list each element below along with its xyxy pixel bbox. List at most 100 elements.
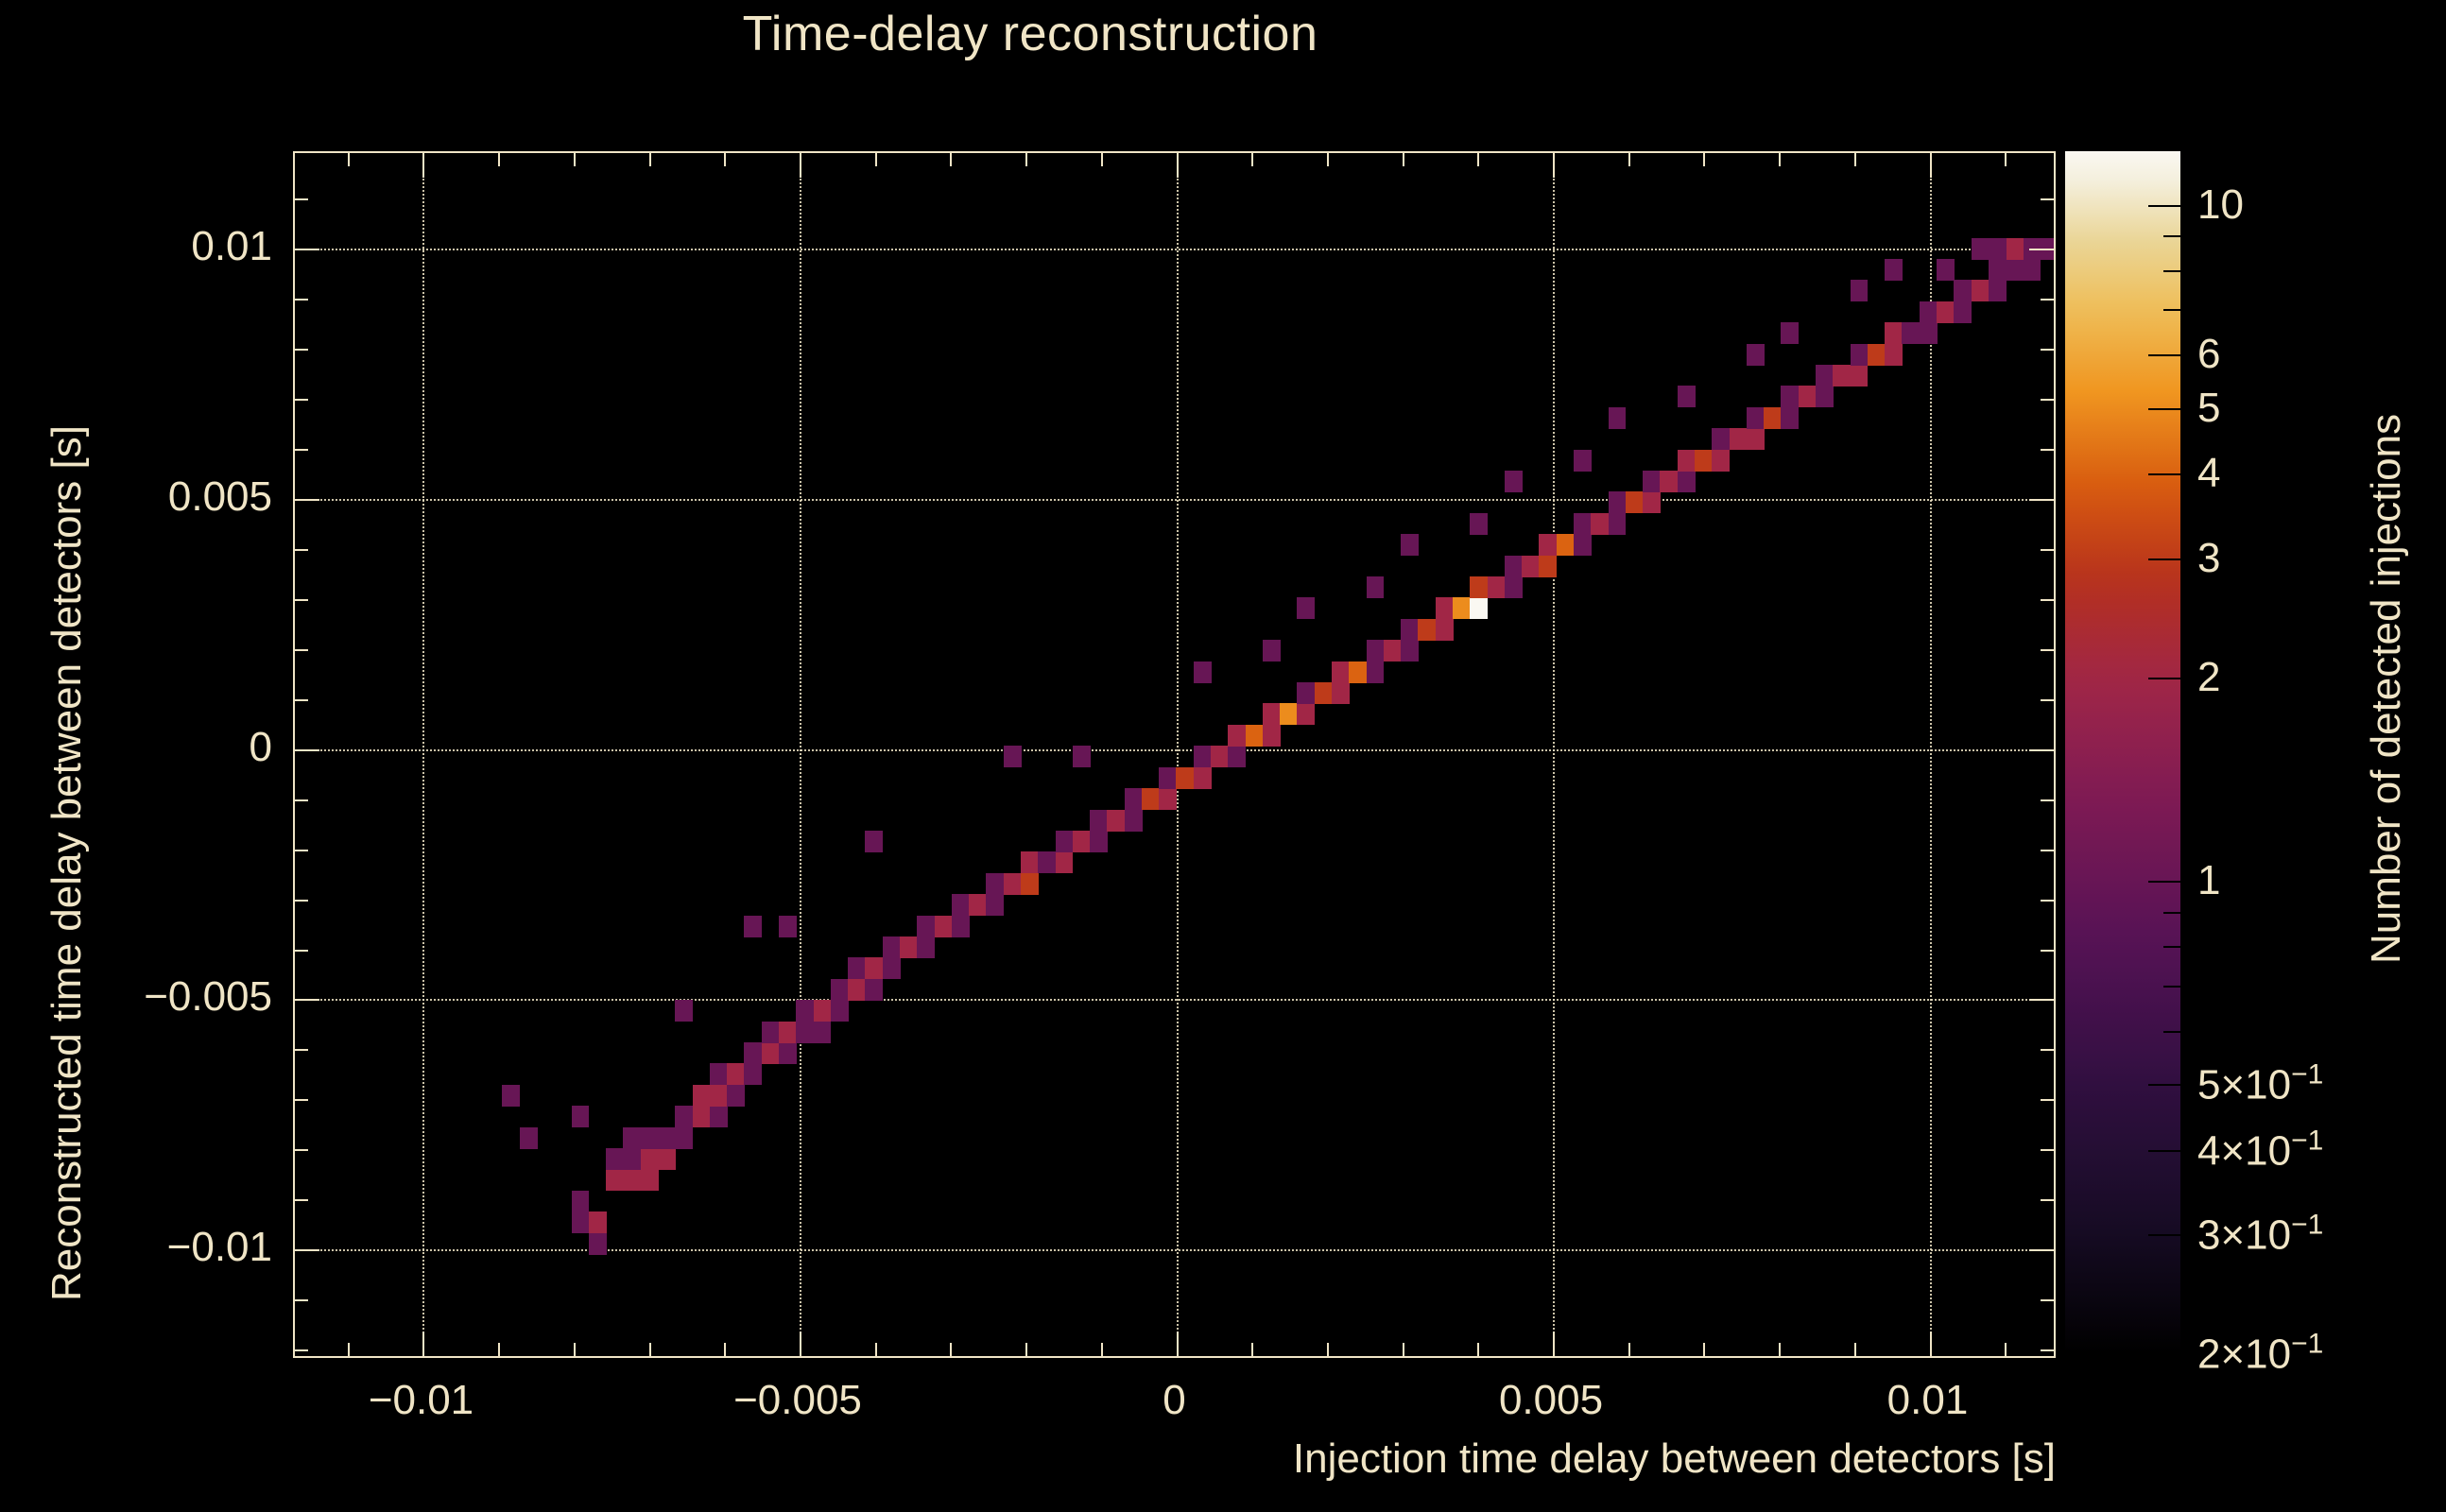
y-tick [295,498,319,501]
colorbar-minor-tick [2163,1030,2180,1033]
x-tick-top [573,153,576,166]
x-tick-top [1703,153,1706,166]
heatmap-cell [640,1126,659,1149]
y-tick [295,1199,308,1202]
heatmap-cell [1176,766,1195,789]
heatmap-cell [1816,365,1834,387]
heatmap-cell [1159,766,1178,789]
x-tick-top [1176,153,1179,178]
y-tick-right [2029,248,2054,250]
heatmap-cell [865,978,884,1001]
y-tick-right [2041,1149,2054,1152]
heatmap-cell [778,1041,797,1064]
x-tick [1402,1343,1404,1356]
gridline-y-2 [295,748,2054,751]
y-tick-right [2029,999,2054,1002]
x-tick-top [874,153,877,166]
colorbar-label-10: 2×10−1 [2197,1328,2324,1378]
heatmap-cell [1470,576,1489,599]
colorbar-major-tick [2148,558,2180,560]
heatmap-cell [1936,259,1955,281]
heatmap-cell [899,936,918,958]
colorbar-label-6: 1 [2197,856,2221,903]
heatmap-cell [571,1190,590,1212]
heatmap-cell [882,957,901,980]
x-tick-label-0: −0.01 [368,1377,474,1423]
heatmap-cell [623,1126,642,1149]
x-tick-label-2: 0 [1163,1377,1186,1423]
heatmap-cell [951,915,970,937]
heatmap-cell [1746,343,1765,366]
x-tick [1100,1343,1103,1356]
colorbar-minor-tick [2163,985,2180,988]
heatmap-cell [934,915,953,937]
heatmap-cell [1228,724,1247,747]
y-tick [295,849,308,851]
y-tick [295,949,308,952]
heatmap-cell [917,915,936,937]
colorbar-label-8: 4×10−1 [2197,1125,2324,1174]
heatmap-cell [1228,746,1247,768]
heatmap-cell [502,1084,521,1107]
heatmap-cell [1971,280,1990,302]
heatmap-cell [830,1000,849,1022]
heatmap-cell [951,894,970,917]
y-tick-right [2041,198,2054,200]
y-tick-right [2041,1349,2054,1352]
colorbar-label-9: 3×10−1 [2197,1209,2324,1259]
x-tick [1703,1343,1706,1356]
colorbar-major-tick [2148,1149,2180,1152]
heatmap-cell [1504,576,1523,599]
gridline-y-1 [295,498,2054,501]
y-tick-right [2041,648,2054,651]
heatmap-cell [1988,280,2007,302]
heatmap-cell [1366,661,1385,683]
x-tick-top [950,153,953,166]
y-tick-right [2041,1099,2054,1102]
y-tick [295,398,308,401]
heatmap-cell [830,978,849,1001]
heatmap-cell [1833,365,1852,387]
heatmap-cell [1401,618,1420,641]
heatmap-cell [1660,471,1679,493]
heatmap-cell [571,1211,590,1234]
heatmap-cell [657,1126,676,1149]
y-tick-right [2041,1049,2054,1052]
x-tick [573,1343,576,1356]
colorbar-gradient [2065,151,2180,1353]
y-tick [295,1299,308,1302]
heatmap-cell [813,1021,832,1043]
x-tick-label-4: 0.01 [1886,1377,1969,1423]
heatmap-cell [761,1021,780,1043]
heatmap-cell [1574,512,1592,535]
heatmap-cell [848,957,866,980]
heatmap-cell [1193,661,1212,683]
heatmap-cell [1798,386,1817,408]
heatmap-cell [917,936,936,958]
x-tick-top [1326,153,1329,166]
heatmap-cell [1020,851,1039,874]
x-axis-title: Injection time delay between detectors [… [1292,1435,2056,1482]
heatmap-cell [1574,534,1592,557]
heatmap-cell [606,1169,624,1192]
colorbar-minor-tick [2163,269,2180,272]
y-tick-right [2041,598,2054,601]
heatmap-cell [1401,534,1420,557]
heatmap-cell [1159,788,1178,811]
x-tick [1553,1332,1555,1356]
heatmap-cell [1435,618,1454,641]
y-tick-right [2029,498,2054,501]
y-tick-right [2041,1299,2054,1302]
heatmap-cell [1055,851,1074,874]
y-tick [295,1249,319,1252]
y-tick-right [2029,748,2054,751]
x-tick-top [422,153,425,178]
heatmap-cell [1522,555,1541,577]
heatmap-cell [1781,386,1800,408]
x-tick [1929,1332,1932,1356]
heatmap-cell [1487,576,1506,599]
x-tick [1251,1343,1254,1356]
heatmap-cell [606,1147,624,1170]
colorbar-major-tick [2148,473,2180,476]
